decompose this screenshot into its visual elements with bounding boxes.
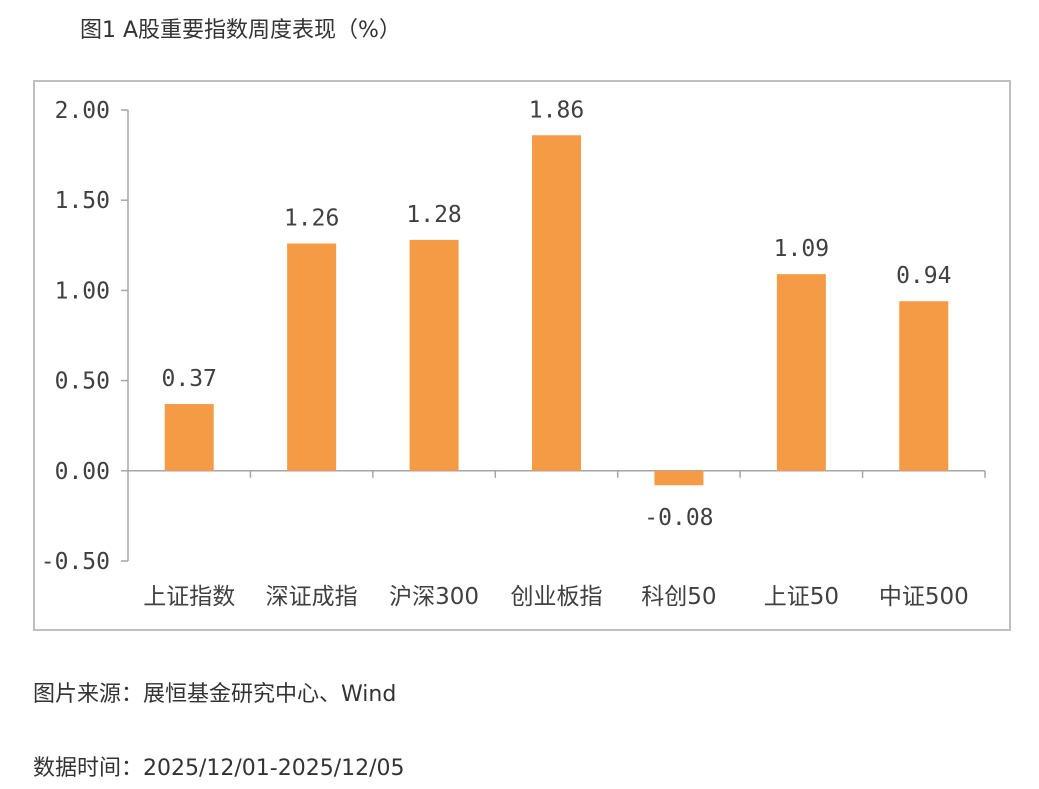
y-tick-label: 1.00: [55, 278, 110, 304]
bar: [409, 239, 459, 471]
bar: [776, 274, 826, 471]
y-tick-label: 2.00: [55, 98, 110, 124]
x-tick-label: 上证指数: [143, 584, 235, 610]
x-tick-label: 中证500: [879, 584, 969, 610]
y-tick-label: 1.50: [55, 188, 110, 214]
source-note: 图片来源：展恒基金研究中心、Wind: [33, 682, 397, 707]
bar: [899, 301, 949, 471]
bar: [287, 243, 337, 471]
x-tick-label: 科创50: [641, 584, 716, 610]
x-tick-label: 上证50: [764, 584, 839, 610]
data-label: -0.08: [644, 505, 713, 531]
data-label: 1.86: [529, 97, 584, 123]
data-label: 1.26: [284, 205, 339, 231]
x-tick-label: 创业板指: [511, 584, 603, 610]
bar: [164, 404, 214, 471]
data-label: 1.28: [406, 202, 461, 228]
y-tick-label: 0.50: [55, 369, 110, 395]
bar: [532, 135, 581, 471]
bar: [654, 470, 704, 486]
x-tick-label: 深证成指: [266, 584, 358, 610]
chart-frame: [33, 80, 1011, 631]
data-label: 1.09: [774, 236, 829, 262]
date-note: 数据时间：2025/12/01-2025/12/05: [33, 756, 405, 781]
data-label: 0.37: [162, 366, 217, 392]
chart-title: 图1 A股重要指数周度表现（%）: [80, 18, 401, 43]
x-tick-label: 沪深300: [389, 584, 479, 610]
y-tick-label: 0.00: [55, 459, 110, 485]
data-label: 0.94: [896, 263, 951, 289]
y-tick-label: -0.50: [41, 549, 110, 575]
